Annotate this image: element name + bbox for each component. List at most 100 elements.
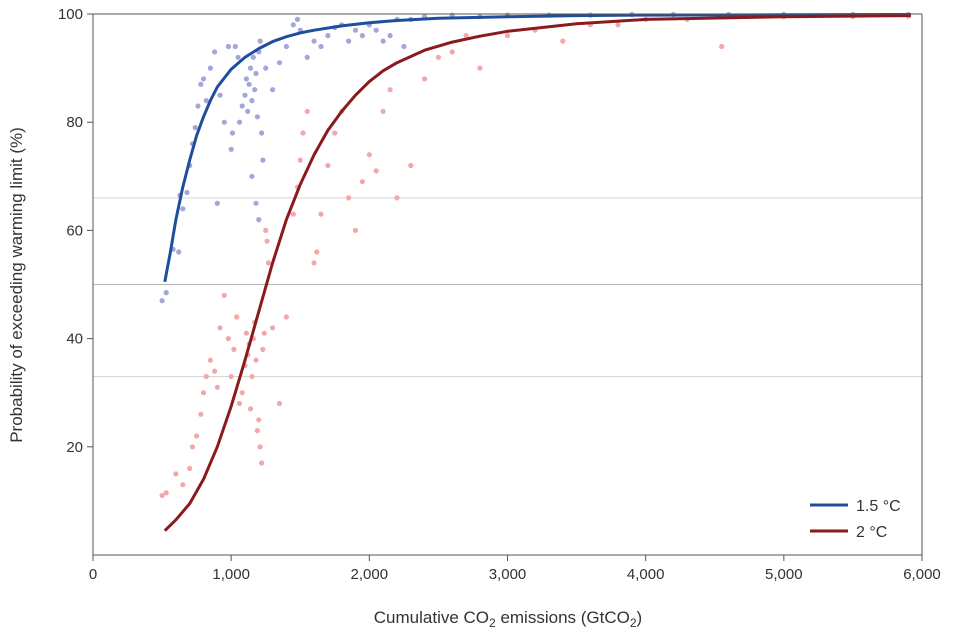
scatter-point-1-5c	[180, 206, 186, 212]
scatter-point-2c	[173, 471, 179, 477]
scatter-point-1-5c	[380, 38, 386, 44]
scatter-point-1-5c	[283, 43, 289, 50]
scatter-point-2c	[163, 490, 169, 496]
scatter-point-1-5c	[207, 65, 213, 71]
scatter-point-2c	[264, 238, 270, 244]
scatter-point-2c	[249, 373, 255, 380]
scatter-point-1-5c	[195, 103, 201, 109]
legend-label-2c: 2 °C	[856, 524, 887, 541]
scatter-point-2c	[189, 444, 196, 450]
scatter-point-1-5c	[249, 98, 255, 104]
curve-2c	[163, 14, 911, 532]
scatter-point-1-5c	[163, 290, 169, 296]
scatter-point-2c	[463, 33, 469, 39]
y-tick-label: 60	[66, 222, 83, 239]
scatter-point-1-5c	[253, 200, 259, 206]
scatter-point-1-5c	[373, 27, 379, 33]
scatter-point-2c	[380, 108, 386, 114]
scatter-point-1-5c	[253, 70, 259, 77]
scatter-point-2c	[217, 325, 223, 331]
scatter-point-2c	[435, 54, 441, 60]
scatter-point-1-5c	[159, 298, 165, 304]
scatter-point-1-5c	[239, 103, 245, 109]
scatter-point-1-5c	[352, 27, 359, 33]
scatter-point-1-5c	[304, 54, 310, 60]
scatter-point-1-5c	[257, 38, 263, 44]
scatter-point-2c	[560, 38, 566, 44]
scatter-point-1-5c	[225, 43, 231, 50]
scatter-point-2c	[290, 211, 296, 217]
scatter-point-2c	[228, 373, 234, 380]
y-tick-label: 100	[58, 6, 83, 23]
x-axis-label-part: emissions (GtCO	[496, 608, 630, 627]
scatter-point-2c	[159, 492, 165, 499]
scatter-point-1-5c	[176, 249, 182, 255]
scatter-point-1-5c	[252, 87, 258, 93]
scatter-point-1-5c	[245, 108, 251, 114]
scatter-point-2c	[260, 346, 266, 352]
x-axis-label-part: Cumulative CO	[374, 608, 489, 627]
scatter-point-1-5c	[214, 200, 220, 206]
scatter-point-1-5c	[250, 54, 256, 60]
scatter-point-2c	[387, 87, 393, 93]
scatter-point-2c	[352, 227, 359, 233]
scatter-point-2c	[265, 260, 272, 266]
scatter-point-2c	[359, 179, 365, 185]
scatter-point-2c	[276, 400, 283, 407]
x-tick-label: 3,000	[489, 566, 527, 583]
scatter-point-1-5c	[256, 217, 262, 223]
x-tick-label: 0	[89, 566, 97, 583]
y-tick-label: 80	[66, 114, 83, 131]
scatter-point-1-5c	[221, 119, 227, 125]
scatter-points	[159, 11, 911, 499]
scatter-point-1-5c	[229, 130, 236, 136]
scatter-point-1-5c	[311, 38, 317, 44]
scatter-point-2c	[239, 390, 245, 396]
scatter-point-1-5c	[318, 43, 324, 50]
scatter-point-1-5c	[346, 38, 352, 44]
scatter-point-1-5c	[260, 157, 266, 163]
scatter-point-1-5c	[387, 33, 393, 39]
scatter-point-2c	[297, 157, 303, 163]
scatter-point-2c	[247, 406, 254, 412]
scatter-point-2c	[263, 227, 269, 233]
scatter-point-2c	[236, 400, 243, 407]
scatter-point-1-5c	[217, 92, 223, 98]
scatter-point-2c	[314, 249, 320, 255]
legend-label-1-5c: 1.5 °C	[856, 498, 901, 515]
scatter-point-2c	[234, 314, 240, 320]
scatter-point-2c	[304, 108, 310, 114]
scatter-point-2c	[214, 384, 220, 390]
scatter-point-2c	[300, 130, 306, 136]
scatter-point-2c	[504, 33, 511, 39]
scatter-point-2c	[221, 292, 227, 298]
scatter-point-2c	[270, 325, 276, 331]
x-axis-label-subscript: 2	[489, 616, 496, 630]
scatter-point-1-5c	[203, 98, 209, 104]
y-tick-label: 40	[66, 331, 83, 348]
scatter-point-2c	[422, 76, 428, 82]
scatter-point-1-5c	[192, 125, 198, 131]
scatter-point-2c	[180, 482, 186, 488]
y-tick-label: 20	[66, 439, 83, 456]
scatter-point-2c	[257, 444, 263, 450]
curve-1-5c	[163, 13, 911, 283]
scatter-point-2c	[243, 330, 249, 336]
tick-labels: 0 1,000 2,000 3,000 4,000 5,000 6,000 20 40 60 80 1…	[58, 6, 941, 583]
scatter-point-2c	[259, 460, 265, 466]
scatter-point-1-5c	[228, 146, 234, 152]
scatter-point-2c	[212, 368, 218, 374]
y-axis-label: Probability of exceeding warming limit (…	[7, 127, 26, 443]
scatter-point-1-5c	[212, 49, 218, 55]
scatter-point-2c	[261, 330, 267, 336]
x-tick-label: 2,000	[351, 566, 389, 583]
scatter-point-2c	[325, 162, 331, 169]
scatter-point-2c	[200, 390, 207, 396]
scatter-point-2c	[394, 195, 400, 201]
x-tick-label: 6,000	[903, 566, 941, 583]
scatter-point-2c	[256, 417, 262, 423]
scatter-point-2c	[449, 49, 455, 55]
x-axis-label: Cumulative CO2 emissions (GtCO2)	[374, 608, 642, 630]
scatter-point-2c	[615, 22, 621, 28]
scatter-point-1-5c	[235, 54, 241, 60]
